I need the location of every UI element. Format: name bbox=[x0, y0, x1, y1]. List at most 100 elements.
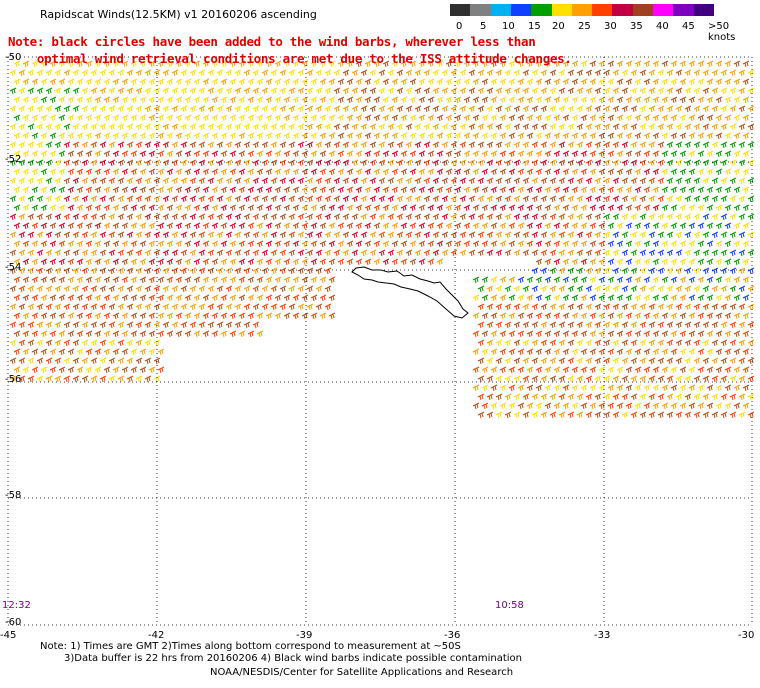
wind-barb bbox=[706, 150, 714, 158]
wind-barb bbox=[9, 213, 17, 221]
wind-barb bbox=[715, 204, 723, 212]
wind-barb bbox=[387, 177, 395, 185]
wind-barb bbox=[643, 384, 651, 392]
wind-barb bbox=[454, 96, 462, 104]
wind-barb bbox=[436, 150, 444, 158]
wind-barb bbox=[139, 258, 147, 266]
wind-barb bbox=[720, 87, 728, 95]
wind-barb bbox=[495, 123, 503, 131]
wind-barb bbox=[490, 78, 498, 86]
wind-barb bbox=[445, 222, 453, 230]
wind-barb bbox=[522, 375, 530, 383]
wind-barb bbox=[207, 69, 215, 77]
wind-barb bbox=[220, 78, 228, 86]
wind-barb bbox=[85, 114, 93, 122]
wind-barb bbox=[108, 105, 116, 113]
wind-barb bbox=[351, 249, 359, 257]
wind-barb bbox=[139, 348, 147, 356]
wind-barb bbox=[679, 384, 687, 392]
wind-barb bbox=[67, 78, 75, 86]
wind-barb bbox=[288, 87, 296, 95]
wind-barb bbox=[477, 357, 485, 365]
footer-credit: NOAA/NESDIS/Center for Satellite Applica… bbox=[210, 667, 514, 678]
wind-barb bbox=[58, 186, 66, 194]
wind-barb bbox=[684, 105, 692, 113]
wind-barb bbox=[639, 357, 647, 365]
wind-barb bbox=[283, 132, 291, 140]
wind-barb bbox=[495, 105, 503, 113]
wind-barb bbox=[567, 303, 575, 311]
wind-barb bbox=[733, 96, 741, 104]
wind-barb bbox=[22, 60, 30, 68]
wind-barb bbox=[54, 177, 62, 185]
wind-barb bbox=[126, 357, 134, 365]
wind-barb bbox=[256, 258, 264, 266]
wind-barb bbox=[342, 231, 350, 239]
wind-barb bbox=[45, 159, 53, 167]
wind-barb bbox=[729, 411, 737, 419]
wind-barb bbox=[495, 375, 503, 383]
wind-barb bbox=[580, 78, 588, 86]
wind-barb bbox=[517, 168, 525, 176]
wind-barb bbox=[589, 330, 597, 338]
wind-barb bbox=[135, 159, 143, 167]
wind-barb bbox=[612, 195, 620, 203]
wind-barb bbox=[540, 285, 548, 293]
wind-barb bbox=[256, 240, 264, 248]
wind-barb bbox=[256, 330, 264, 338]
wind-barb bbox=[387, 141, 395, 149]
wind-barb bbox=[643, 330, 651, 338]
wind-barb bbox=[99, 357, 107, 365]
wind-barb bbox=[661, 186, 669, 194]
wind-barb bbox=[684, 375, 692, 383]
time-label-left: 12:32 bbox=[2, 600, 31, 611]
wind-barb bbox=[36, 303, 44, 311]
wind-barb bbox=[576, 321, 584, 329]
wind-barb bbox=[675, 303, 683, 311]
wind-barb bbox=[531, 231, 539, 239]
wind-barb bbox=[693, 267, 701, 275]
wind-barb bbox=[540, 69, 548, 77]
wind-barb bbox=[63, 87, 71, 95]
wind-barb bbox=[391, 60, 399, 68]
wind-barb bbox=[220, 60, 228, 68]
wind-barb bbox=[90, 357, 98, 365]
wind-barb bbox=[670, 240, 678, 248]
wind-barb bbox=[13, 366, 21, 374]
wind-barb bbox=[603, 249, 611, 257]
wind-barb bbox=[526, 348, 534, 356]
wind-barb bbox=[540, 213, 548, 221]
wind-barb bbox=[198, 249, 206, 257]
wind-barb bbox=[198, 195, 206, 203]
wind-barb bbox=[535, 96, 543, 104]
wind-barb bbox=[166, 78, 174, 86]
wind-barb bbox=[198, 213, 206, 221]
wind-barb bbox=[153, 213, 161, 221]
wind-barb bbox=[603, 123, 611, 131]
wind-barb bbox=[220, 186, 228, 194]
wind-barb bbox=[706, 204, 714, 212]
wind-barb bbox=[171, 213, 179, 221]
wind-barb bbox=[495, 393, 503, 401]
wind-barb bbox=[679, 114, 687, 122]
wind-barb bbox=[387, 105, 395, 113]
wind-barb bbox=[747, 411, 755, 419]
wind-barb bbox=[450, 159, 458, 167]
wind-barb bbox=[175, 330, 183, 338]
wind-barb bbox=[391, 186, 399, 194]
wind-barb bbox=[747, 213, 755, 221]
wind-barb bbox=[652, 150, 660, 158]
wind-barb bbox=[252, 69, 260, 77]
wind-barb bbox=[621, 357, 629, 365]
wind-barb bbox=[333, 249, 341, 257]
wind-barb bbox=[702, 303, 710, 311]
wind-barb bbox=[666, 231, 674, 239]
wind-barb bbox=[720, 249, 728, 257]
wind-barb bbox=[243, 213, 251, 221]
wind-barb bbox=[13, 240, 21, 248]
wind-barb bbox=[427, 168, 435, 176]
wind-barb bbox=[207, 105, 215, 113]
wind-barb bbox=[45, 303, 53, 311]
wind-barb bbox=[544, 96, 552, 104]
wind-barb bbox=[144, 267, 152, 275]
